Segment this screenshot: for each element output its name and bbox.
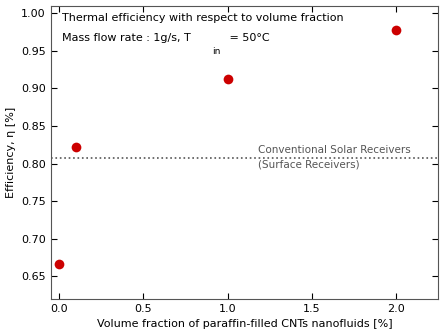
Text: Mass flow rate : 1g/s, T: Mass flow rate : 1g/s, T (62, 34, 191, 44)
Text: Conventional Solar Receivers: Conventional Solar Receivers (258, 145, 411, 155)
Point (56, 262, 63, 267)
Point (224, 77, 231, 82)
Point (72, 144, 79, 150)
Y-axis label: Efficiency, η [%]: Efficiency, η [%] (6, 107, 16, 198)
X-axis label: Volume fraction of paraffin-filled CNTs nanofluids [%]: Volume fraction of paraffin-filled CNTs … (97, 320, 392, 329)
Point (393, 28, 400, 33)
Text: in: in (212, 47, 220, 56)
Text: Thermal efficiency with respect to volume fraction: Thermal efficiency with respect to volum… (62, 13, 344, 23)
Text: = 50°C: = 50°C (226, 34, 270, 44)
Text: (Surface Receivers): (Surface Receivers) (258, 160, 360, 170)
